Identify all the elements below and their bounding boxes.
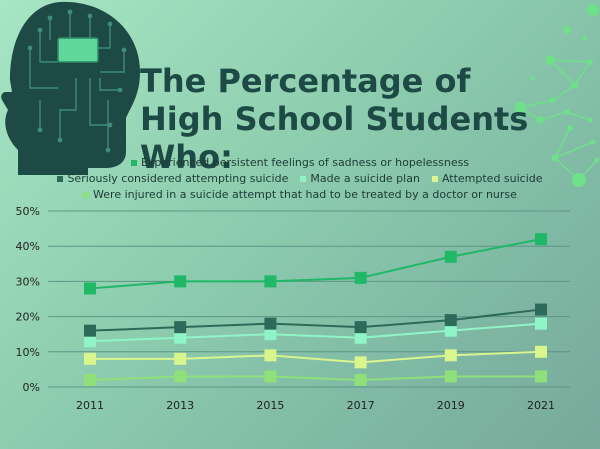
legend-label-injured: Were injured in a suicide attempt that h… <box>93 188 517 201</box>
data-point-attempted <box>84 352 96 365</box>
data-point-considered <box>174 321 187 334</box>
chart-title: The Percentage of High School Students W… <box>140 62 529 176</box>
data-point-considered <box>84 324 96 337</box>
legend-item-injured: Were injured in a suicide attempt that h… <box>83 188 517 202</box>
data-point-considered <box>444 314 457 327</box>
data-point-sadness <box>264 275 277 288</box>
y-tick-label: 50% <box>16 205 40 218</box>
x-tick-label: 2019 <box>437 399 465 412</box>
data-point-injured <box>354 373 367 386</box>
series-plan <box>84 317 547 348</box>
data-point-attempted <box>264 349 277 362</box>
data-point-sadness <box>354 271 367 284</box>
legend-label-plan: Made a suicide plan <box>310 172 420 185</box>
data-point-sadness <box>84 282 96 295</box>
series-line-injured <box>89 375 541 381</box>
series-attempted <box>84 345 547 369</box>
chart-series <box>84 233 547 386</box>
data-point-injured <box>444 370 457 383</box>
data-point-injured <box>174 370 187 383</box>
data-point-attempted <box>354 356 367 369</box>
data-point-plan <box>444 324 457 337</box>
data-point-sadness <box>535 233 547 246</box>
legend-swatch-considered <box>57 176 64 182</box>
series-sadness <box>84 233 547 295</box>
y-tick-label: 0% <box>23 381 40 394</box>
legend-swatch-plan <box>300 176 307 182</box>
data-point-considered <box>354 321 367 334</box>
legend-item-attempted: Attempted suicide <box>431 172 543 186</box>
data-point-plan <box>535 317 547 330</box>
legend-swatch-attempted <box>431 176 438 182</box>
molecule-network-icon <box>514 4 600 187</box>
head-circuit-icon <box>1 1 140 175</box>
series-injured <box>84 370 547 386</box>
data-point-sadness <box>174 275 187 288</box>
data-point-attempted <box>174 352 187 365</box>
data-point-plan <box>174 331 187 344</box>
data-point-attempted <box>535 345 547 358</box>
series-line-attempted <box>90 350 542 364</box>
data-point-injured <box>535 370 547 383</box>
legend-item-considered: Seriously considered attempting suicide <box>57 172 288 186</box>
y-tick-label: 20% <box>16 311 40 324</box>
legend-label-sadness: Experienced persistent feelings of sadne… <box>140 156 470 169</box>
line-chart: 0%10%20%30%40%50% 2011 2013 2015 2017 2019 20… <box>16 205 570 412</box>
microchip-icon <box>57 37 99 63</box>
y-axis-ticks: 0% 10% 20% 30% 40% 50% <box>16 205 40 394</box>
data-point-plan <box>354 331 367 344</box>
data-point-considered <box>535 303 547 316</box>
legend-label-considered: Seriously considered attempting suicide <box>67 172 289 185</box>
data-point-sadness <box>444 250 457 263</box>
y-tick-label: 40% <box>16 240 40 253</box>
series-line-considered <box>89 308 542 332</box>
y-tick-label: 10% <box>16 346 40 359</box>
data-point-considered <box>264 317 277 330</box>
legend-swatch-sadness <box>130 160 137 166</box>
y-tick-label: 30% <box>16 275 40 288</box>
chart-grid <box>48 210 570 388</box>
data-point-plan <box>264 328 277 341</box>
legend-label-attempted: Attempted suicide <box>441 172 543 185</box>
x-tick-label: 2011 <box>76 399 104 412</box>
legend-swatch-injured <box>83 192 90 198</box>
data-point-injured <box>264 370 277 383</box>
chart-legend: Experienced persistent feelings of sadne… <box>0 156 600 204</box>
series-line-plan <box>89 322 542 343</box>
x-tick-label: 2015 <box>256 399 284 412</box>
series-line-sadness <box>89 238 542 290</box>
x-tick-label: 2013 <box>166 399 194 412</box>
legend-item-plan: Made a suicide plan <box>300 172 420 186</box>
data-point-attempted <box>444 349 457 362</box>
x-axis-ticks: 2011 2013 2015 2017 2019 2021 <box>76 399 555 412</box>
data-point-plan <box>84 335 96 348</box>
legend-item-sadness: Experienced persistent feelings of sadne… <box>130 156 470 170</box>
x-tick-label: 2017 <box>347 399 375 412</box>
series-considered <box>84 303 547 337</box>
data-point-injured <box>84 373 96 386</box>
x-tick-label: 2021 <box>527 399 555 412</box>
